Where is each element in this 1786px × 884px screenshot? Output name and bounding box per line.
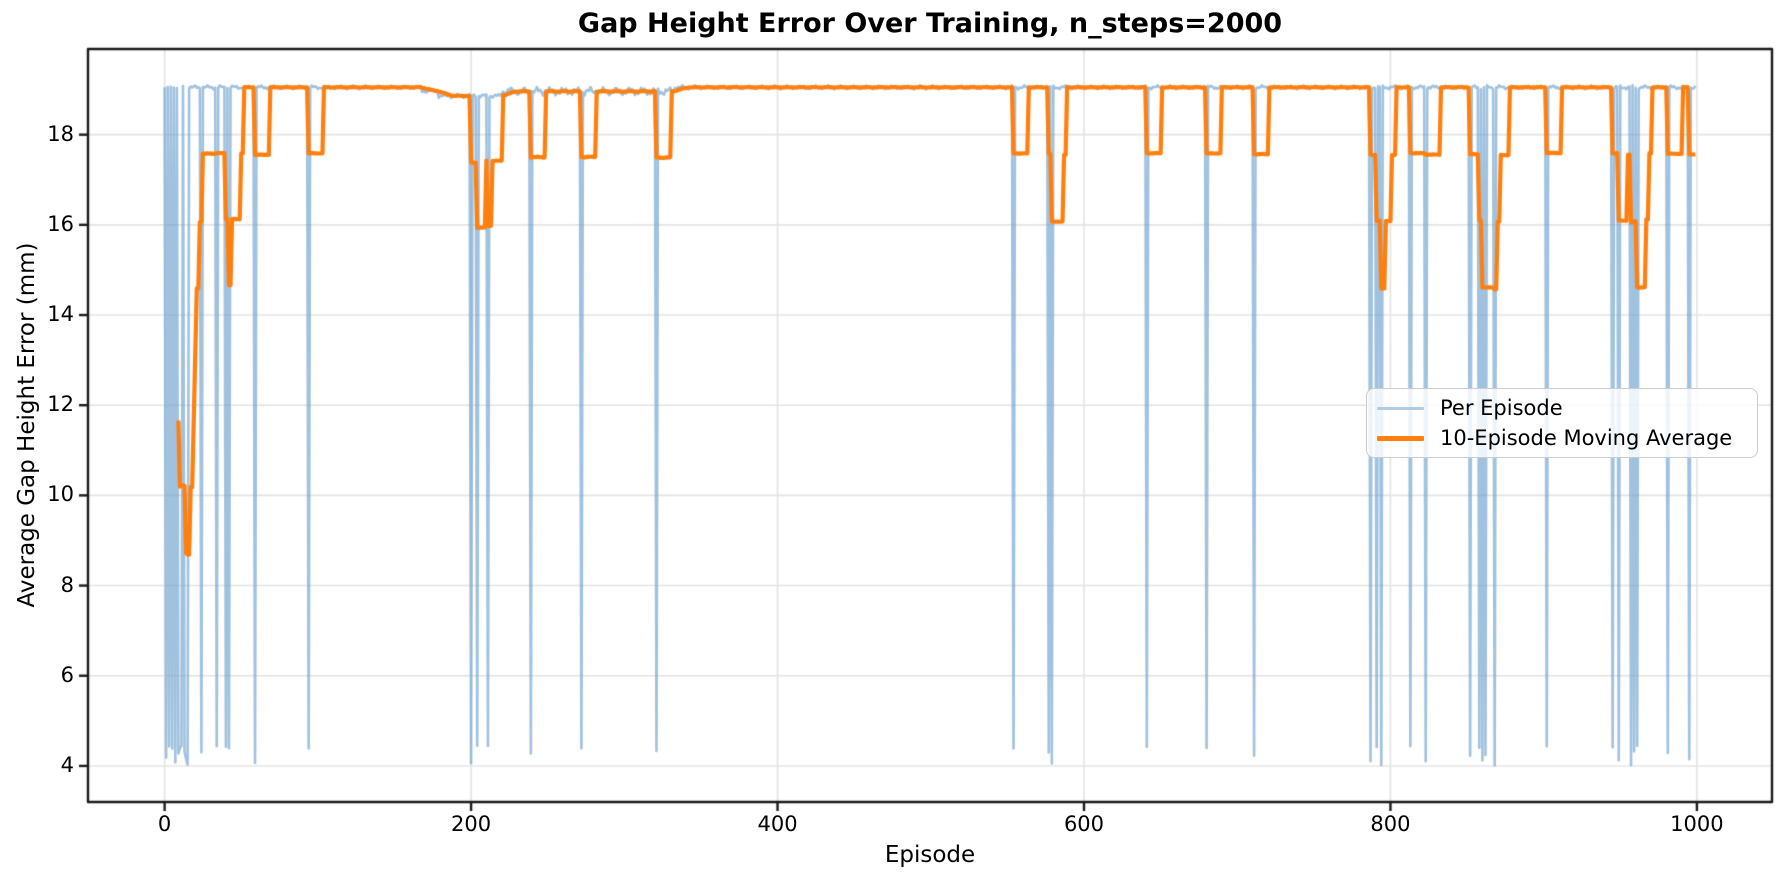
y-tick-label: 10	[47, 482, 74, 507]
y-tick-label: 18	[47, 121, 74, 146]
chart-title: Gap Height Error Over Training, n_steps=…	[577, 8, 1283, 39]
x-tick-label: 1000	[1670, 812, 1724, 836]
y-tick-label: 4	[60, 752, 74, 777]
per-episode-line-swatch	[1377, 406, 1424, 410]
y-tick-label: 14	[47, 302, 74, 327]
x-tick-label: 800	[1370, 812, 1411, 836]
moving-average-line-swatch	[1377, 435, 1424, 441]
legend-label-per-episode: Per Episode	[1440, 396, 1563, 420]
legend-label-moving-average: 10-Episode Moving Average	[1440, 426, 1733, 450]
y-tick-label: 12	[47, 392, 74, 417]
y-tick-label: 6	[60, 662, 74, 687]
x-axis-label: Episode	[884, 842, 976, 868]
x-tick-label: 0	[157, 812, 172, 836]
x-tick-label: 400	[757, 812, 798, 836]
legend-item-per-episode: Per Episode	[1377, 396, 1747, 420]
x-tick-label: 600	[1063, 812, 1105, 836]
x-tick-label: 200	[451, 812, 492, 836]
legend: Per Episode 10-Episode Moving Average	[1366, 388, 1758, 458]
y-axis-label: Average Gap Height Error (mm)	[14, 242, 40, 608]
y-tick-label: 8	[60, 572, 74, 597]
y-tick-label: 16	[47, 211, 74, 236]
legend-item-moving-average: 10-Episode Moving Average	[1377, 426, 1747, 450]
